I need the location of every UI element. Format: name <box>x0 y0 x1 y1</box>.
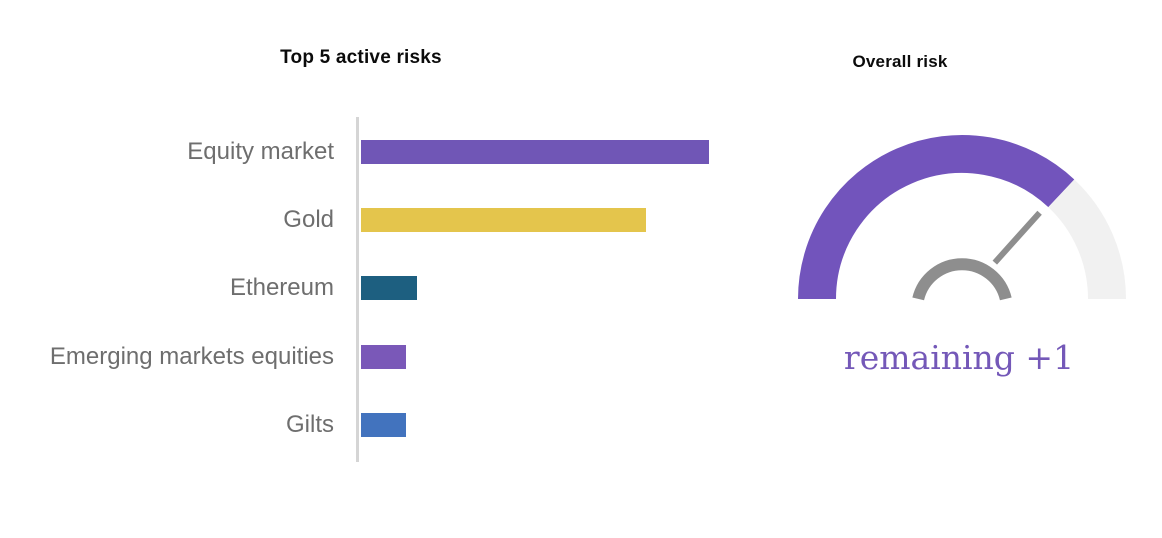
bar-label-gold: Gold <box>283 206 334 234</box>
gauge-hub <box>912 258 1012 301</box>
bar-label-ethereum: Ethereum <box>229 274 334 302</box>
bar-gold <box>361 208 646 233</box>
bar-chart-title: Top 5 active risks <box>280 46 442 68</box>
bar-emerging-markets-equities <box>361 344 406 369</box>
bar-label-gilts: Gilts <box>286 410 334 438</box>
bar-label-equity-market: Equity market <box>187 138 334 165</box>
bar-ethereum <box>361 276 417 301</box>
gauge-needle <box>992 210 1042 265</box>
bar-label-emerging-markets-equities: Emerging markets equities <box>49 342 334 370</box>
gauge-remaining-label: remaining +1 <box>843 338 1075 377</box>
gauge-remaining-arc <box>1047 179 1126 300</box>
bar-chart-baseline-axis <box>356 117 359 462</box>
bar-gilts <box>361 412 406 437</box>
risk-gauge <box>798 134 1126 301</box>
gauge-filled-arc <box>798 134 1075 300</box>
gauge-chart-title: Overall risk <box>852 52 948 72</box>
bar-equity-market <box>361 140 709 164</box>
